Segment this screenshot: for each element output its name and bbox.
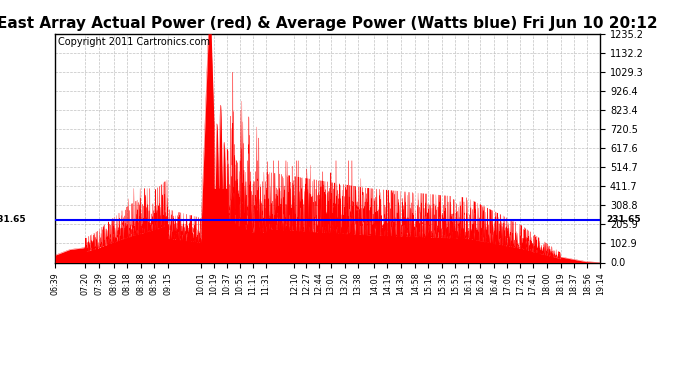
Title: East Array Actual Power (red) & Average Power (Watts blue) Fri Jun 10 20:12: East Array Actual Power (red) & Average … (0, 16, 658, 31)
Text: Copyright 2011 Cartronics.com: Copyright 2011 Cartronics.com (58, 37, 210, 47)
Text: 231.65: 231.65 (606, 215, 640, 224)
Text: 231.65: 231.65 (0, 215, 26, 224)
